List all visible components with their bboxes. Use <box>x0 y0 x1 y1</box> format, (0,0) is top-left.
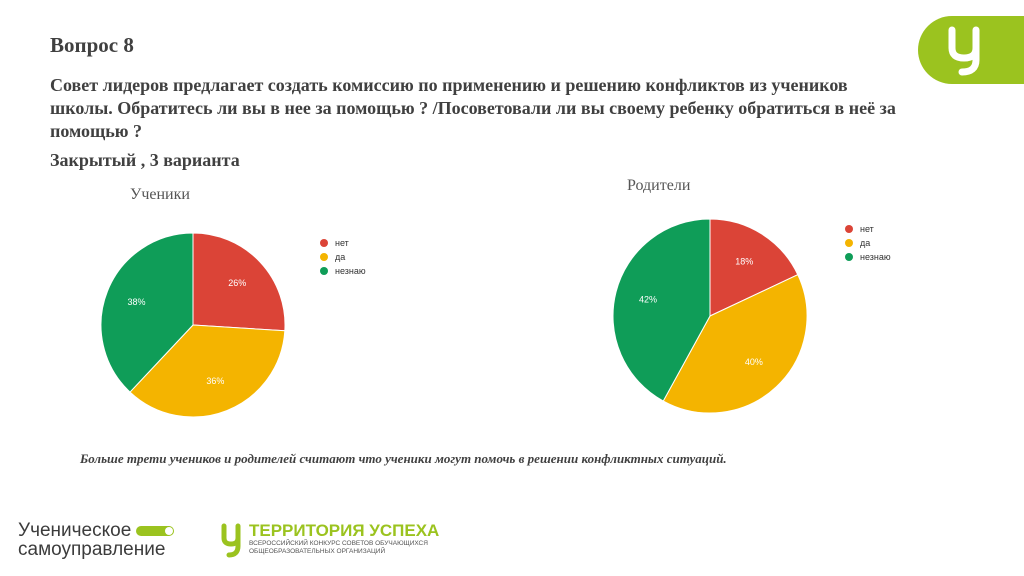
toggle-icon <box>136 525 175 536</box>
logo-line-1: Ученическое <box>18 520 132 541</box>
question-text: Совет лидеров предлагает создать комисси… <box>50 75 896 141</box>
legend-label: да <box>860 238 871 248</box>
slice-label: 40% <box>745 357 763 367</box>
legend-dot-icon <box>845 239 853 247</box>
legend-label: нет <box>860 224 874 234</box>
u-logo-small-icon <box>221 523 241 558</box>
pie-slice-незнаю <box>100 232 194 393</box>
pie-slice-да <box>129 324 286 418</box>
legend-dot-icon <box>320 267 328 275</box>
legend-label: незнаю <box>860 252 891 262</box>
pie-chart-students: 26% 36% 38% <box>100 232 286 418</box>
pie-slice-незнаю <box>612 218 711 402</box>
question-type: Закрытый , 3 варианта <box>50 150 240 170</box>
legend-dot-icon <box>845 253 853 261</box>
pie-chart-parents: 18% 40% 42% <box>612 218 808 414</box>
legend-item: незнаю <box>320 264 366 278</box>
logo-main-text: ТЕРРИТОРИЯ УСПЕХА <box>249 521 440 540</box>
student-government-logo: Ученическое самоуправление <box>18 520 175 560</box>
pie-slice-да <box>662 274 808 414</box>
corner-logo <box>918 16 1024 84</box>
slice-label: 42% <box>639 294 657 304</box>
legend-dot-icon <box>320 239 328 247</box>
legend-item: нет <box>320 236 366 250</box>
conclusion-text: Больше трети учеников и родителей считаю… <box>80 451 727 466</box>
page-title: Вопрос 8 <box>50 33 134 57</box>
legend-item: да <box>845 236 891 250</box>
legend-parents: нет да незнаю <box>845 222 891 264</box>
slice-label: 36% <box>206 376 224 386</box>
legend-dot-icon <box>320 253 328 261</box>
logo-sub-text-1: ВСЕРОССИЙСКИЙ КОНКУРС СОВЕТОВ ОБУЧАЮЩИХС… <box>249 540 428 547</box>
pie-slice-нет <box>192 232 286 332</box>
chart-title-students: Ученики <box>130 186 190 203</box>
legend-label: да <box>335 252 346 262</box>
legend-dot-icon <box>845 225 853 233</box>
slice-label: 38% <box>128 297 146 307</box>
chart-title-parents: Родители <box>627 177 691 194</box>
slice-label: 26% <box>228 278 246 288</box>
legend-label: незнаю <box>335 266 366 276</box>
legend-item: незнаю <box>845 250 891 264</box>
u-logo-icon <box>948 26 980 76</box>
legend-item: да <box>320 250 366 264</box>
slice-label: 18% <box>735 256 753 266</box>
legend-label: нет <box>335 238 349 248</box>
pie-slice-нет <box>709 218 799 317</box>
legend-students: нет да незнаю <box>320 236 366 278</box>
logo-sub-text-2: ОБЩЕОБРАЗОВАТЕЛЬНЫХ ОРГАНИЗАЦИЙ <box>249 548 386 555</box>
logo-line-2: самоуправление <box>18 539 166 560</box>
territory-success-logo: ТЕРРИТОРИЯ УСПЕХА ВСЕРОССИЙСКИЙ КОНКУРС … <box>220 522 439 560</box>
legend-item: нет <box>845 222 891 236</box>
